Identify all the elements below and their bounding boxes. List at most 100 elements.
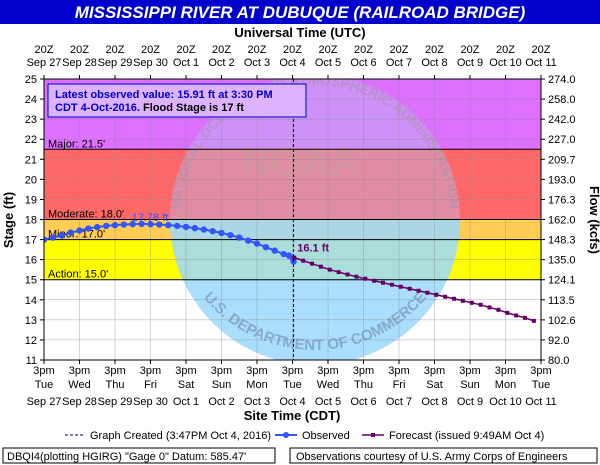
flow-tick-label-12: 242.0 [548, 114, 576, 126]
observed-point-13 [156, 221, 163, 228]
flow-tick-label-10: 209.7 [548, 154, 576, 166]
observed-point-11 [138, 220, 145, 228]
flow-tick-label-4: 124.1 [548, 275, 576, 287]
observed-point-16 [182, 223, 190, 231]
site-date-label-2: Sep 29 [98, 396, 133, 408]
forecast-point-5 [336, 270, 341, 275]
forecast-point-15 [425, 290, 430, 295]
flood-label-1: Moderate: 18.0' [48, 209, 124, 221]
info-box-line1: Latest observed value: 15.91 ft at 3:30 … [55, 89, 273, 101]
utc-date-label-6: Oct 3 [244, 57, 270, 69]
series-line-1 [294, 256, 535, 322]
flood-label-3: Action: 15.0' [48, 269, 108, 281]
flow-tick-label-7: 162.0 [548, 215, 576, 227]
forecast-point-14 [416, 288, 421, 293]
utc-date-label-11: Oct 8 [421, 57, 447, 69]
site-time-axis: 3pm Tue Sep 27 3pm Wed Sep 28 3pm Thu Sep 29 3pm F… [27, 360, 557, 408]
site-date-label-5: Oct 2 [208, 396, 234, 408]
stage-tick-label-3: 14 [25, 295, 37, 307]
site-day-label-5: Sun [212, 379, 232, 391]
flow-tick-label-2: 102.6 [548, 315, 576, 327]
stage-tick-label-7: 18 [25, 215, 37, 227]
observed-point-1 [49, 234, 57, 241]
stage-tick-label-1: 12 [25, 335, 37, 347]
footer-left-box [2, 447, 276, 464]
site-day-label-1: Wed [68, 379, 90, 391]
forecast-point-17 [443, 294, 448, 299]
site-date-label-14: Oct 11 [525, 396, 557, 408]
stage-tick-label-10: 21 [25, 154, 37, 166]
forecast-point-12 [398, 284, 403, 289]
site-day-label-12: Sun [460, 379, 480, 391]
site-date-label-12: Oct 9 [457, 396, 483, 408]
utc-date-label-9: Oct 6 [350, 57, 376, 69]
info-box-line2-date: CDT 4-Oct-2016. [55, 102, 140, 114]
site-day-label-9: Thu [354, 379, 373, 391]
footer-right-box [289, 447, 598, 464]
site-hour-label-10: 3pm [388, 365, 409, 377]
observed-point-19 [209, 227, 216, 235]
utc-hour-label-3: 20Z [141, 44, 160, 56]
observed-point-14 [165, 221, 172, 229]
utc-date-label-10: Oct 7 [386, 57, 412, 69]
site-hour-label-1: 3pm [69, 365, 90, 377]
site-hour-label-6: 3pm [246, 365, 267, 377]
site-hour-label-12: 3pm [459, 365, 480, 377]
site-hour-label-5: 3pm [211, 365, 232, 377]
flow-tick-label-11: 227.0 [548, 134, 576, 146]
forecast-point-8 [363, 276, 368, 281]
site-date-label-6: Oct 3 [244, 396, 270, 408]
observed-point-25 [262, 243, 270, 251]
site-hour-label-11: 3pm [424, 365, 445, 377]
utc-date-label-1: Sep 28 [62, 57, 97, 69]
site-hour-label-3: 3pm [140, 365, 161, 377]
forecast-point-2 [310, 261, 315, 266]
footer-left: DBQI4(plotting HGIRG) "Gage 0" Datum: 58… [7, 451, 246, 463]
flow-tick-label-1: 92.0 [548, 335, 569, 347]
observed-point-27 [280, 250, 287, 258]
observed-point-22 [236, 234, 243, 241]
x-axis-label: Site Time (CDT) [244, 408, 341, 423]
site-day-label-8: Wed [317, 379, 339, 391]
observed-point-5 [85, 225, 92, 232]
utc-date-label-13: Oct 10 [489, 57, 521, 69]
flow-tick-label-3: 113.5 [548, 295, 575, 307]
site-hour-label-4: 3pm [175, 365, 196, 377]
flow-axis: 80.0 92.0 102.6 113.5 124.1 135.0 148.3 162.0 17… [541, 74, 576, 367]
utc-hour-label-6: 20Z [248, 44, 267, 56]
utc-hour-label-4: 20Z [177, 44, 196, 56]
site-hour-label-14: 3pm [530, 365, 551, 377]
forecast-point-27 [531, 318, 536, 323]
site-day-label-7: Tue [283, 379, 302, 391]
legend-forecast: Forecast (issued 9:49AM Oct 4) [389, 430, 544, 442]
site-date-label-11: Oct 8 [421, 396, 447, 408]
utc-date-label-12: Oct 9 [457, 57, 483, 69]
stage-tick-label-13: 24 [25, 94, 37, 106]
site-date-label-8: Oct 5 [315, 396, 341, 408]
site-hour-label-0: 3pm [33, 365, 54, 377]
stage-tick-label-6: 17 [25, 235, 37, 247]
stage-tick-label-5: 16 [25, 255, 37, 267]
forecast-point-21 [478, 302, 483, 307]
legend-observed-marker [283, 432, 289, 438]
utc-date-label-5: Oct 2 [208, 57, 234, 69]
utc-hour-label-13: 20Z [496, 44, 515, 56]
forecast-point-20 [469, 300, 474, 305]
forecast-point-22 [487, 305, 492, 310]
utc-hour-label-5: 20Z [212, 44, 231, 56]
forecast-point-23 [496, 307, 501, 312]
forecast-point-26 [523, 315, 528, 320]
utc-hour-label-1: 20Z [70, 44, 89, 56]
flow-tick-label-5: 135.0 [548, 255, 576, 267]
forecast-point-13 [407, 286, 412, 291]
footer-right: Observations courtesy of U.S. Army Corps… [296, 451, 568, 463]
svg-text:CDT 4-Oct-2016. Flood Stage is: CDT 4-Oct-2016. Flood Stage is 17 ft [55, 102, 244, 114]
stage-tick-label-2: 13 [25, 315, 37, 327]
forecast-point-0 [292, 255, 297, 260]
forecast-point-6 [345, 272, 350, 277]
stage-tick-label-9: 20 [25, 174, 37, 186]
utc-hour-label-8: 20Z [319, 44, 338, 56]
observed-point-24 [253, 240, 261, 247]
site-hour-label-13: 3pm [495, 365, 516, 377]
utc-date-label-2: Sep 29 [98, 57, 133, 69]
